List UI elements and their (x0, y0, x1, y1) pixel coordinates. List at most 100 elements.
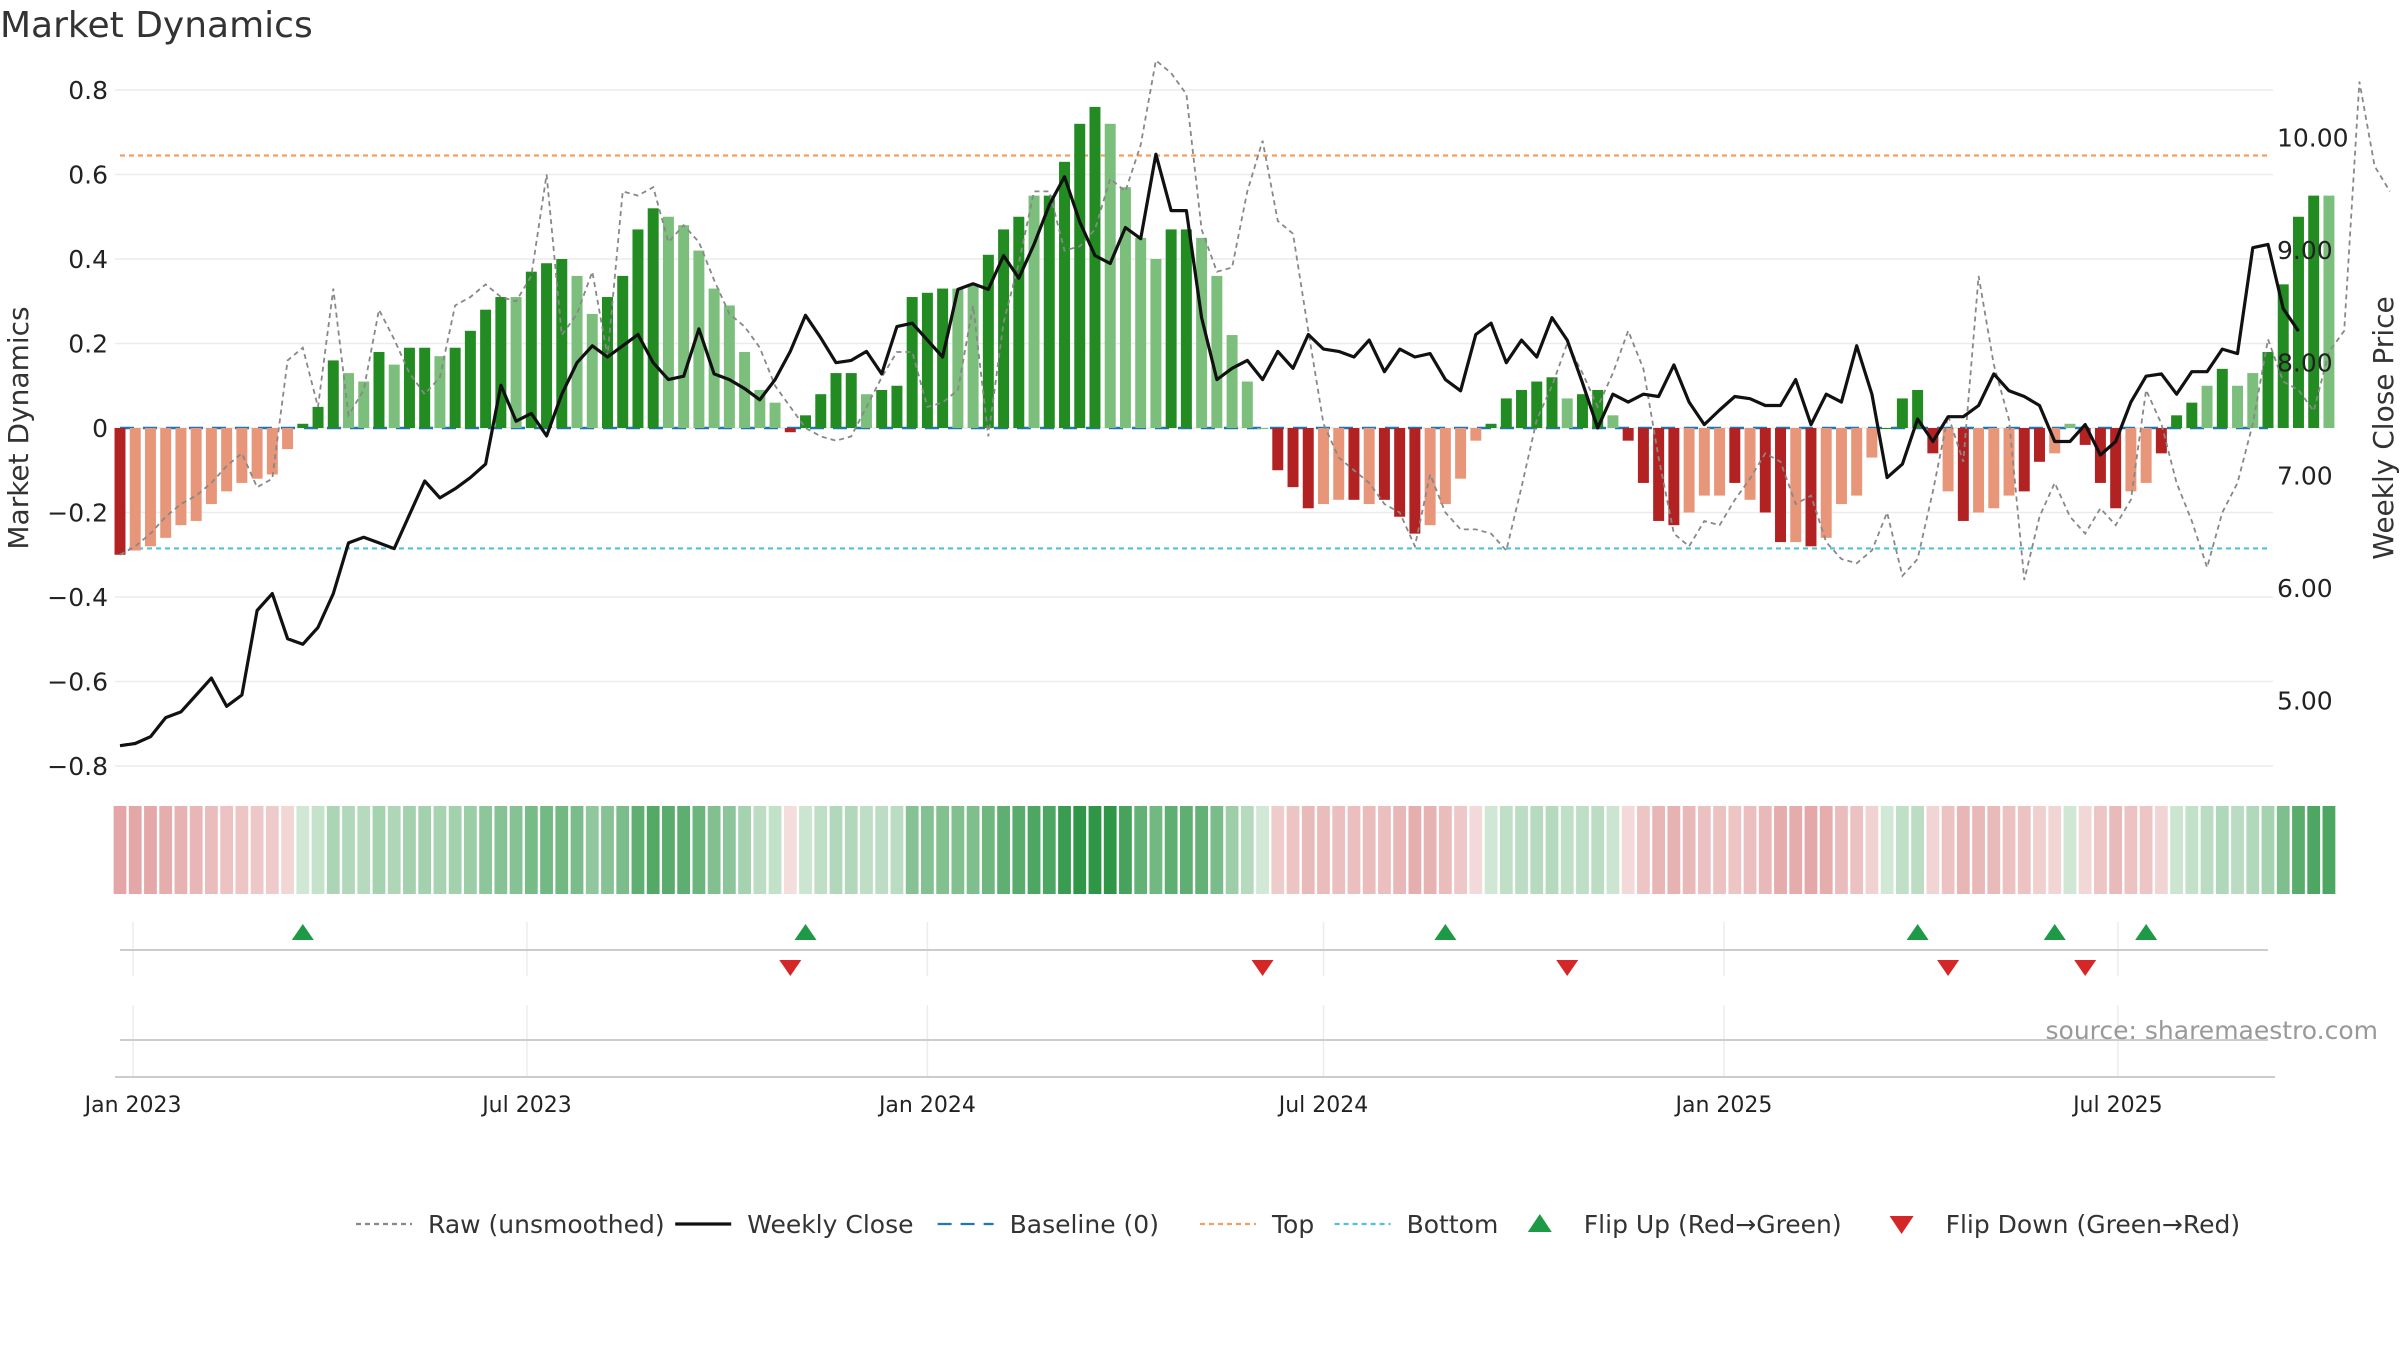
heat-cell (905, 806, 919, 894)
legend-item: Raw (unsmoothed) (356, 1210, 665, 1239)
momentum-bar (1043, 195, 1055, 428)
momentum-bar (860, 394, 872, 428)
momentum-bar (556, 259, 568, 428)
heat-cell (448, 806, 462, 894)
legend-label: Baseline (0) (1010, 1210, 1159, 1239)
heat-cell (418, 806, 432, 894)
right-axis-ticks: 10.00 9.00 8.00 7.00 6.00 5.00 (2277, 123, 2349, 715)
momentum-bar (1531, 381, 1543, 428)
momentum-bar (2003, 428, 2015, 496)
heat-cell (1941, 806, 1955, 894)
heat-cell (113, 806, 127, 894)
x-tick-label: Jan 2024 (877, 1093, 976, 1118)
momentum-bar (1226, 335, 1238, 428)
heat-strip (113, 806, 2336, 894)
heat-cell (1682, 806, 1696, 894)
x-tick-label: Jan 2025 (1673, 1093, 1772, 1118)
heat-cell (2322, 806, 2336, 894)
momentum-bar (1378, 428, 1390, 500)
heat-cell (2154, 806, 2168, 894)
heat-cell (1774, 806, 1787, 894)
momentum-bar (1729, 428, 1741, 483)
heat-cell (1499, 806, 1513, 894)
legend-item: Flip Down (Green→Red) (1889, 1210, 2240, 1239)
momentum-bar (2140, 428, 2152, 483)
momentum-bar (967, 284, 979, 428)
heat-cell (1469, 806, 1483, 894)
heat-cell (2002, 806, 2016, 894)
momentum-bar (1333, 428, 1345, 500)
heat-cell (2124, 806, 2138, 894)
heat-cell (326, 806, 340, 894)
heat-cell (997, 806, 1010, 894)
flip-up-marker (2043, 924, 2066, 940)
momentum-bar (1775, 428, 1786, 543)
heat-cell (1119, 806, 1132, 894)
momentum-bar (434, 356, 446, 428)
source-text: source: sharemaestro.com (2046, 1016, 2379, 1045)
legend-item: Bottom (1334, 1210, 1498, 1239)
heat-cell (738, 806, 751, 894)
heat-cell (2048, 806, 2062, 894)
heat-cell (1911, 806, 1925, 894)
heat-cell (128, 806, 142, 894)
momentum-bar (1622, 428, 1634, 441)
momentum-bar (373, 351, 385, 428)
momentum-bar (1318, 428, 1329, 505)
momentum-bar (175, 428, 187, 526)
flip-up-marker (291, 924, 314, 940)
momentum-bar (1881, 428, 1893, 429)
heat-cell (707, 806, 721, 894)
heat-cell (372, 806, 386, 894)
heat-cell (1423, 806, 1437, 894)
flip-up-marker (1434, 924, 1457, 940)
heat-cell (1210, 806, 1224, 894)
momentum-bar (1409, 428, 1421, 534)
heat-cell (783, 806, 797, 894)
heat-cell (1256, 806, 1269, 894)
heat-cell (311, 806, 325, 894)
momentum-bar (1089, 106, 1101, 429)
momentum-bar (2201, 385, 2213, 428)
heat-cell (403, 806, 416, 894)
momentum-bar (144, 428, 156, 547)
heat-cell (1438, 806, 1452, 894)
heat-cell (981, 806, 995, 894)
momentum-bar (1653, 428, 1665, 521)
heat-cell (631, 806, 645, 894)
heat-cell (1301, 806, 1315, 894)
heat-cell (281, 806, 294, 894)
x-axis-ticks: Jan 2023 Jul 2023 Jan 2024 Jul 2024 Jan 2025… (83, 1093, 2163, 1118)
heat-cell (1987, 806, 2001, 894)
momentum-bar (1150, 259, 1162, 428)
heat-cell (1058, 806, 1071, 894)
legend-swatch (1889, 1216, 1914, 1234)
momentum-bar (2155, 428, 2167, 454)
heat-cell (1134, 806, 1148, 894)
momentum-bar (2247, 373, 2259, 428)
momentum-bar (1835, 428, 1847, 505)
momentum-bar (1957, 428, 1969, 521)
momentum-bar (800, 415, 812, 428)
heat-cell (2307, 806, 2321, 894)
momentum-bar (1119, 187, 1131, 428)
momentum-bar (525, 271, 537, 428)
heat-cell (2215, 806, 2229, 894)
weekly-close-line (119, 152, 2300, 748)
momentum-bar (1196, 237, 1208, 428)
heat-cell (768, 806, 782, 894)
momentum-bar (2079, 428, 2091, 445)
momentum-bar (1683, 428, 1695, 513)
momentum-bar (754, 389, 766, 428)
heat-cell (1393, 806, 1407, 894)
heat-cell (1835, 806, 1848, 894)
left-tick-label: −0.2 (47, 499, 108, 528)
heat-cell (1652, 806, 1666, 894)
right-tick-label: 6.00 (2277, 574, 2333, 603)
heat-cell (479, 806, 493, 894)
legend-label: Top (1271, 1210, 1314, 1239)
legend-item: Flip Up (Red→Green) (1527, 1210, 1842, 1239)
heat-cell (2109, 806, 2123, 894)
momentum-bar (1516, 389, 1528, 428)
